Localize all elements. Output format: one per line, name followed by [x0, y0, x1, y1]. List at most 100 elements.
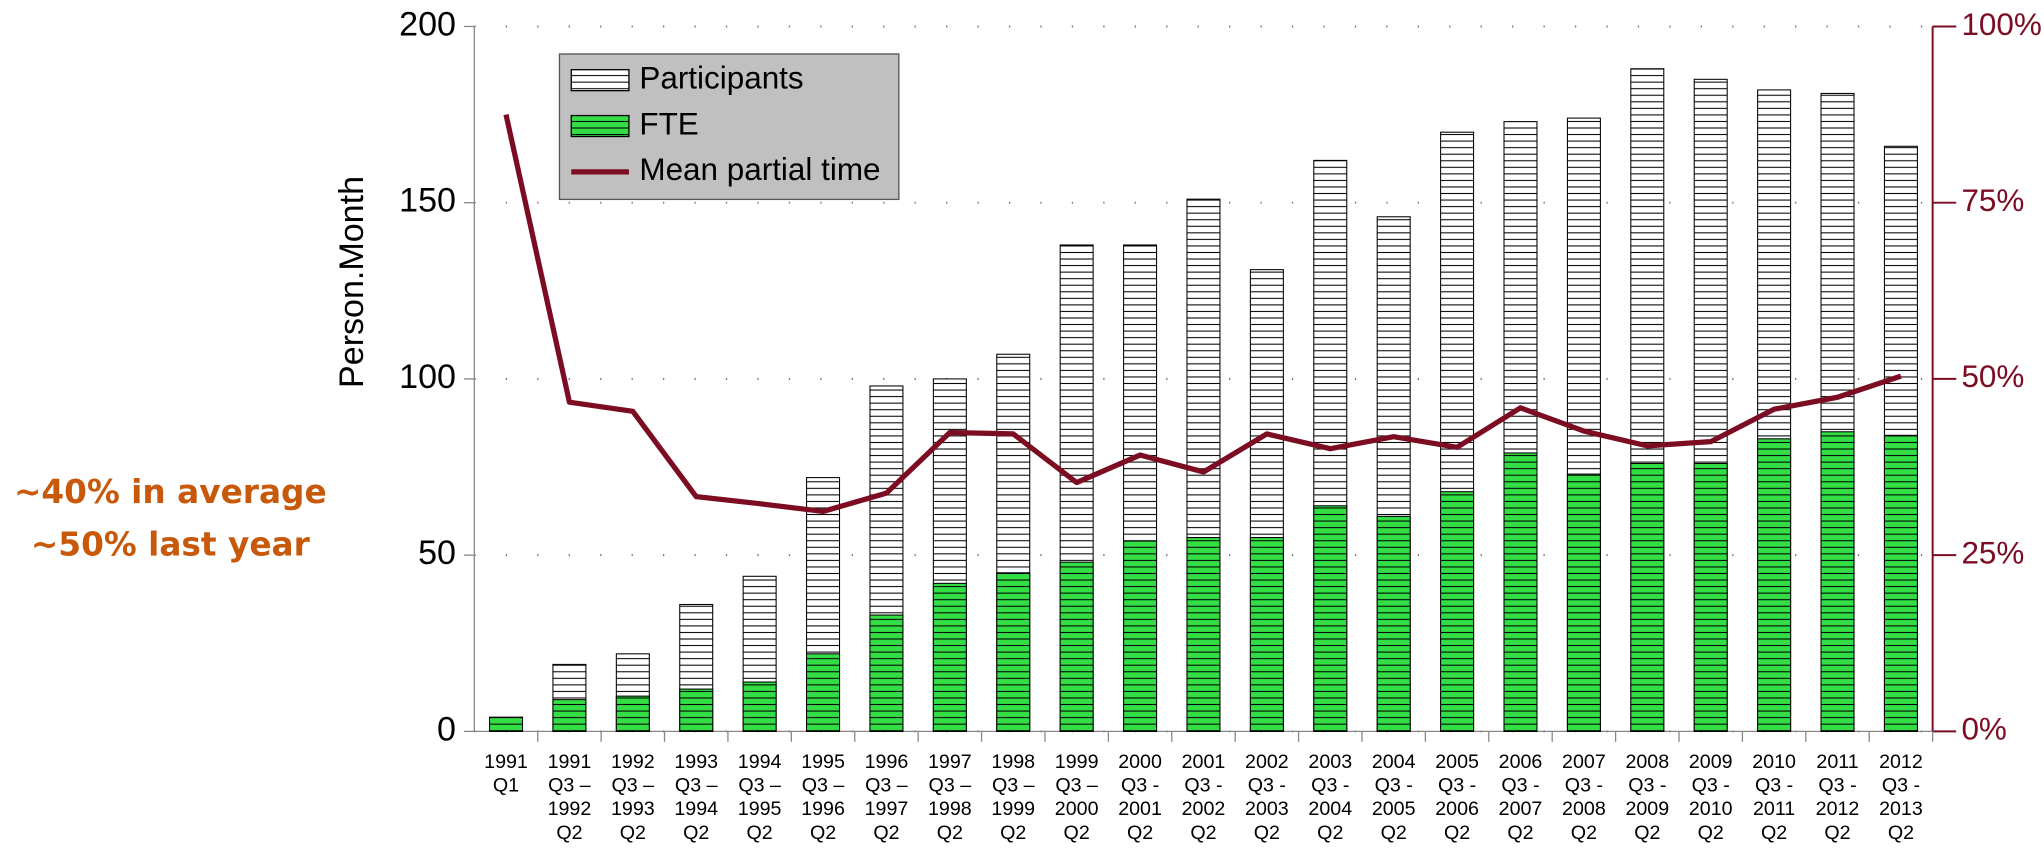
x-tick-label: 2004 [1308, 798, 1352, 820]
x-tick-label: Q3 - [1375, 775, 1413, 797]
x-tick-label: 2003 [1308, 751, 1352, 773]
x-tick-label: Q2 [810, 822, 836, 843]
bar-hatch [1377, 516, 1411, 732]
bar-hatch [869, 615, 903, 732]
legend-label: Participants [639, 60, 803, 95]
x-tick-label: Q2 [1317, 822, 1343, 843]
legend-hatch [571, 115, 629, 137]
x-tick-label: 2007 [1499, 798, 1543, 820]
x-tick-label: 1993 [674, 751, 718, 773]
bar-hatch [1060, 562, 1094, 732]
x-tick-label: 1993 [611, 798, 655, 820]
x-tick-label: 2000 [1055, 798, 1099, 820]
x-tick-label: 2001 [1182, 751, 1226, 773]
bar-hatch [489, 717, 523, 732]
x-tick-label: Q3 - [1248, 775, 1286, 797]
y2-tick-label: 50% [1961, 359, 2024, 394]
x-tick-label: Q3 – [1055, 775, 1098, 797]
x-tick-label: Q2 [873, 822, 899, 843]
x-tick-label: Q3 - [1184, 775, 1222, 797]
y-tick-label: 200 [399, 5, 456, 43]
y2-tick-label: 0% [1961, 712, 2006, 747]
x-tick-label: Q2 [1064, 822, 1090, 843]
line [503, 114, 1902, 515]
x-tick-label: Q3 - [1501, 775, 1539, 797]
bar-hatch [1123, 541, 1157, 732]
x-tick-label: Q2 [937, 822, 963, 843]
x-tick-label: Q2 [1634, 822, 1660, 843]
legend-hatch [571, 69, 629, 91]
x-tick-label: Q2 [1000, 822, 1026, 843]
x-tick-label: 2002 [1245, 751, 1289, 773]
bar-hatch [1821, 431, 1855, 732]
x-tick-label: 1998 [991, 751, 1035, 773]
x-tick-label: 2002 [1182, 798, 1226, 820]
x-tick-label: 2005 [1435, 751, 1479, 773]
x-tick-label: 2001 [1118, 798, 1162, 820]
legend-label: Mean partial time [639, 152, 880, 187]
x-tick-label: Q3 - [1438, 775, 1476, 797]
x-tick-label: Q3 - [1755, 775, 1793, 797]
x-tick-label: Q2 [556, 822, 582, 843]
x-tick-label: 1997 [928, 751, 972, 773]
y-tick-label: 150 [399, 182, 456, 220]
y2-tick-label: 100% [1961, 7, 2041, 42]
x-tick-label: 1995 [801, 751, 845, 773]
x-tick-label: Q2 [620, 822, 646, 843]
bar-hatch [1504, 452, 1537, 732]
x-tick-label: 2005 [1372, 798, 1416, 820]
x-tick-label: Q2 [1381, 822, 1407, 843]
x-tick-label: 2012 [1816, 798, 1860, 820]
bar-hatch [1757, 438, 1791, 732]
bar-hatch [1567, 474, 1601, 732]
x-tick-label: 2010 [1689, 798, 1733, 820]
x-tick-label: Q2 [747, 822, 773, 843]
bar-hatch [616, 696, 650, 732]
x-tick-label: Q3 - [1882, 775, 1920, 797]
x-tick-label: 1991 [484, 751, 528, 773]
x-tick-label: 2009 [1689, 751, 1733, 773]
x-tick-label: Q2 [1571, 822, 1597, 843]
y-tick-label: 50 [418, 534, 456, 572]
x-tick-label: Q3 - [1818, 775, 1856, 797]
bar-hatch [933, 583, 967, 732]
annotation: ~50% last year [31, 526, 311, 564]
y2-tick-label: 25% [1961, 535, 2024, 570]
x-tick-label: 1998 [928, 798, 972, 820]
legend: Participants FTE Mean partial time [558, 53, 900, 201]
x-tick-label: 1994 [674, 798, 718, 820]
x-tick-label: 2004 [1372, 751, 1416, 773]
x-tick-label: 1999 [991, 798, 1035, 820]
x-tick-label: Q3 – [992, 775, 1035, 797]
x-tick-label: Q3 – [675, 775, 718, 797]
bar-hatch [1313, 505, 1347, 732]
x-tick-label: Q3 - [1121, 775, 1159, 797]
x-tick-label: 2010 [1752, 751, 1796, 773]
x-tick-label: 2009 [1625, 798, 1669, 820]
y-tick-label: 0 [437, 710, 456, 748]
x-tick-label: Q3 – [738, 775, 781, 797]
x-tick-label: 2000 [1118, 751, 1162, 773]
x-tick-label: 1992 [548, 798, 592, 820]
x-tick-label: 1999 [1055, 751, 1099, 773]
x-tick-label: Q3 – [802, 775, 845, 797]
x-tick-label: Q2 [1127, 822, 1153, 843]
x-tick-label: 1994 [738, 751, 782, 773]
x-tick-label: Q3 – [865, 775, 908, 797]
x-tick-label: Q3 - [1565, 775, 1603, 797]
bar-hatch [1186, 537, 1220, 732]
x-tick-label: 1996 [865, 751, 909, 773]
x-tick-label: Q3 - [1692, 775, 1730, 797]
x-tick-label: 2006 [1499, 751, 1543, 773]
bar-hatch [679, 689, 713, 732]
bar-hatch [552, 699, 586, 732]
annotation: ~40% in average [14, 473, 327, 511]
x-tick-label: Q3 – [612, 775, 655, 797]
x-tick-label: Q2 [1761, 822, 1787, 843]
x-tick-label: Q3 – [929, 775, 972, 797]
x-tick-label: Q2 [1507, 822, 1533, 843]
x-tick-label: Q2 [1698, 822, 1724, 843]
x-tick-label: Q3 - [1628, 775, 1666, 797]
x-tick-label: Q2 [1888, 822, 1914, 843]
